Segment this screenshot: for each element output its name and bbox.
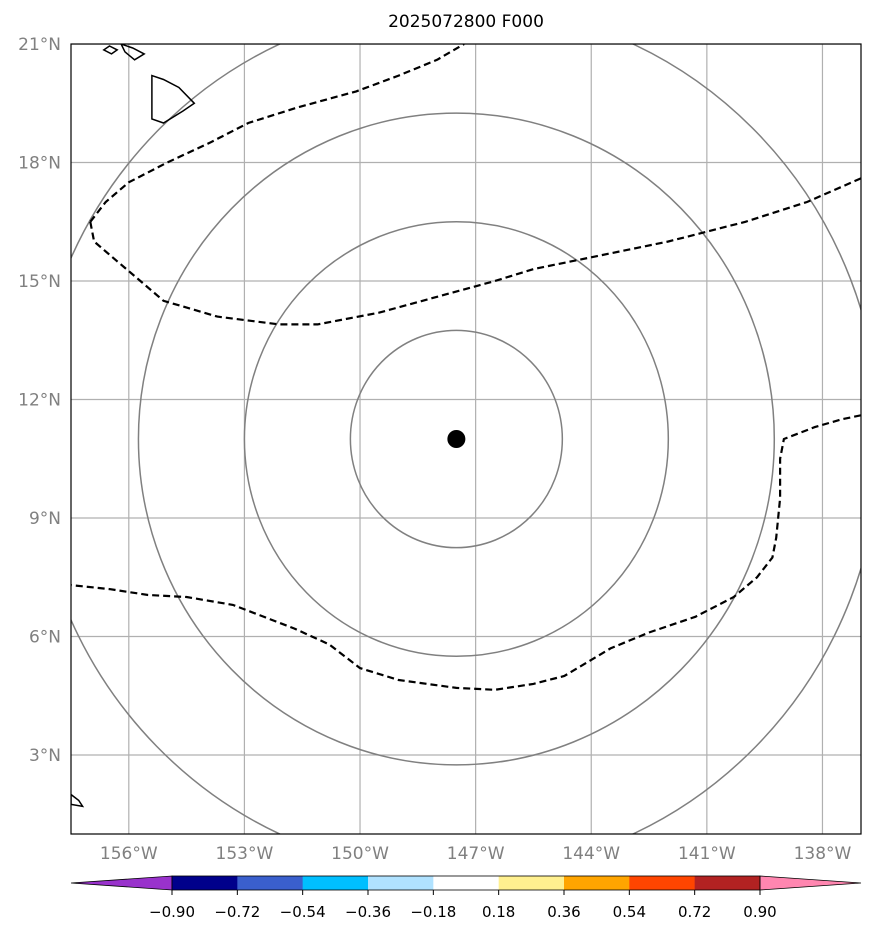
colorbar-extend-low (70, 875, 173, 891)
colorbar-outline (171, 875, 761, 891)
storm-center-marker (447, 430, 466, 448)
colorbar-segment-3 (368, 876, 434, 890)
colorbar-tick-label-0: −0.90 (149, 903, 195, 921)
lon-tick-label-4: 144°W (562, 844, 620, 864)
range-ring-1 (349, 329, 564, 549)
longitude-tick-labels: 156°W 153°W 150°W 147°W 144°W 141°W 138°W (100, 844, 852, 864)
island-outline-0 (151, 74, 196, 124)
lon-tick-label-2: 150°W (331, 844, 389, 864)
colorbar-tick-label-8: 0.72 (678, 903, 711, 921)
colorbar-segment-4 (433, 876, 499, 890)
colorbar-extend-high (759, 875, 862, 891)
lon-tick-label-3: 147°W (447, 844, 505, 864)
lat-tick-label-6: 3°N (29, 746, 61, 766)
colorbar-tick-label-7: 0.54 (613, 903, 646, 921)
colorbar-segment-2 (302, 876, 369, 890)
lat-tick-label-4: 9°N (29, 509, 61, 529)
colorbar-segment-0 (172, 876, 238, 890)
graticule (71, 44, 861, 834)
colorbar-tick-label-2: −0.54 (280, 903, 326, 921)
island-outline-2 (102, 45, 119, 55)
colorbar: −0.90 −0.72 −0.54 −0.36 −0.18 0.18 0.36 0.54 0.7… (70, 875, 862, 921)
contour-line-2 (71, 414, 861, 691)
contour-line-0 (89, 44, 465, 223)
island-outline-3 (71, 793, 85, 808)
colorbar-tick-label-6: 0.36 (547, 903, 580, 921)
contour-line-1 (89, 177, 861, 326)
colorbar-tick-label-4: −0.18 (410, 903, 456, 921)
colorbar-segment-8 (694, 876, 761, 890)
range-ring-2 (243, 221, 670, 657)
map-frame (70, 43, 862, 835)
colorbar-tick-label-9: 0.90 (743, 903, 776, 921)
lon-tick-label-1: 153°W (216, 844, 274, 864)
colorbar-segment-5 (498, 876, 565, 890)
lon-tick-label-5: 141°W (678, 844, 736, 864)
dashed-contours (71, 44, 861, 691)
colorbar-segment-1 (237, 876, 303, 890)
lat-tick-label-5: 6°N (29, 628, 61, 648)
colorbar-tick-label-5: 0.18 (482, 903, 515, 921)
colorbar-tick-label-1: −0.72 (214, 903, 260, 921)
island-outline-1 (120, 44, 146, 61)
range-rings (71, 44, 861, 834)
lat-tick-label-2: 15°N (18, 272, 61, 292)
colorbar-segment-6 (564, 876, 630, 890)
figure-title: 2025072800 F000 (388, 12, 544, 32)
latitude-tick-labels: 21°N 18°N 15°N 12°N 9°N 6°N 3°N (18, 35, 61, 766)
lat-tick-label-3: 12°N (18, 391, 61, 411)
colorbar-segment-7 (629, 876, 695, 890)
range-ring-3 (137, 112, 776, 766)
colorbar-tick-label-3: −0.36 (345, 903, 391, 921)
lon-tick-label-0: 156°W (100, 844, 158, 864)
lat-tick-label-1: 18°N (18, 154, 61, 174)
lat-tick-label-0: 21°N (18, 35, 61, 55)
lon-tick-label-6: 138°W (794, 844, 852, 864)
coastlines (71, 44, 196, 808)
